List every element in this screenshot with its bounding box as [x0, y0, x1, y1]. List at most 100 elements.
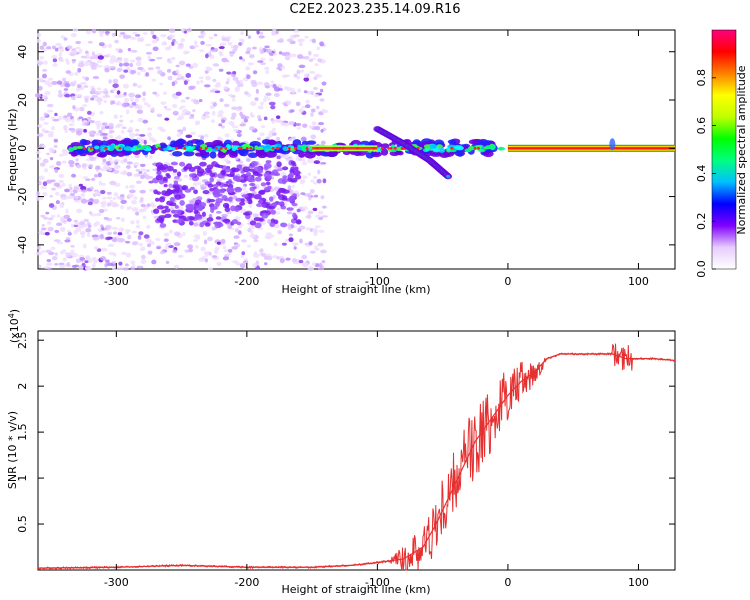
- heatmap-cell: [202, 231, 207, 237]
- heatmap-cell: [115, 47, 120, 52]
- snr-y-tick-label: 0.5: [16, 515, 29, 533]
- heatmap-cell: [290, 53, 297, 58]
- heatmap-cell: [62, 77, 67, 82]
- heatmap-cell: [125, 228, 131, 233]
- heatmap-cell: [207, 148, 213, 152]
- heatmap-cell: [37, 38, 41, 43]
- heatmap-cell: [39, 116, 46, 121]
- heatmap-cell: [498, 147, 503, 151]
- heatmap-cell: [219, 146, 223, 150]
- colorbar-label: Normalized spectral amplitude: [735, 65, 748, 234]
- heatmap-cell: [122, 83, 129, 89]
- heatmap-cell: [113, 58, 118, 63]
- heatmap-cell: [300, 192, 306, 195]
- heatmap-cell: [136, 265, 144, 269]
- heatmap-cell: [59, 153, 64, 157]
- heatmap-cell: [112, 197, 117, 200]
- heatmap-cell: [36, 191, 41, 197]
- heatmap-cell: [317, 169, 321, 175]
- heatmap-cell: [183, 146, 187, 150]
- heatmap-cell: [102, 136, 108, 140]
- heatmap-cell: [240, 115, 247, 120]
- heatmap-cell: [149, 188, 155, 192]
- heatmap-cell: [82, 146, 86, 150]
- heatmap-cell: [70, 223, 75, 228]
- heatmap-cell: [89, 156, 94, 160]
- heatmap-cell: [101, 126, 106, 131]
- heatmap-cell: [225, 81, 230, 85]
- heatmap-cell: [294, 166, 299, 171]
- heatmap-cell: [212, 78, 217, 82]
- heatmap-cell: [167, 60, 173, 64]
- heatmap-cell: [212, 140, 223, 145]
- heatmap-cell: [253, 166, 262, 171]
- heatmap-cell: [130, 59, 136, 63]
- heatmap-cell: [74, 199, 81, 203]
- heatmap-cell: [283, 86, 289, 90]
- heatmap-cell: [252, 70, 258, 75]
- heatmap-cell: [72, 28, 79, 32]
- heatmap-cell: [312, 262, 317, 266]
- heatmap-cell: [54, 47, 59, 52]
- heatmap-cell: [107, 43, 113, 49]
- heatmap-cell: [65, 252, 71, 258]
- heatmap-cell: [320, 195, 325, 200]
- heatmap-cell: [209, 172, 216, 178]
- heatmap-cell: [185, 50, 190, 54]
- heatmap-cell: [135, 180, 142, 184]
- heatmap-cell: [238, 160, 243, 164]
- heatmap-cell: [305, 99, 310, 104]
- heatmap-cell: [82, 166, 87, 170]
- heatmap-cell: [286, 207, 294, 211]
- heatmap-cell: [309, 189, 315, 194]
- heatmap-cell: [267, 174, 272, 180]
- heatmap-cell: [80, 55, 87, 59]
- heatmap-cell: [43, 168, 49, 173]
- heatmap-cell: [296, 69, 301, 75]
- heatmap-cell: [185, 96, 190, 100]
- heatmap-cell: [203, 84, 211, 88]
- heatmap-cell: [147, 67, 154, 71]
- heatmap-cell: [186, 204, 195, 211]
- heatmap-cell: [61, 183, 66, 187]
- heatmap-cell: [302, 175, 308, 179]
- heatmap-cell: [223, 249, 230, 253]
- heatmap-cell: [93, 54, 99, 60]
- heatmap-cell: [51, 256, 58, 261]
- colorbar-scale: [711, 29, 737, 270]
- heatmap-cell: [253, 217, 262, 222]
- heatmap-cell: [150, 204, 157, 208]
- heatmap-cell: [172, 95, 179, 100]
- heatmap-cell: [93, 174, 99, 178]
- snr-panel: -300 -200 -100 0 100 0.5 1 1.5 2 2.5 Height of st…: [6, 309, 676, 596]
- heatmap-cell: [236, 164, 243, 168]
- heatmap-cell: [389, 146, 393, 150]
- heatmap-cell: [55, 42, 62, 47]
- heatmap-cell: [106, 53, 111, 56]
- heatmap-cell: [75, 46, 81, 50]
- heatmap-cell: [63, 214, 71, 219]
- heatmap-cell: [241, 58, 246, 62]
- heatmap-cell: [295, 156, 300, 161]
- heatmap-cell: [153, 208, 160, 214]
- heatmap-cell: [91, 28, 97, 34]
- heatmap-cell: [298, 108, 304, 113]
- heatmap-cell: [126, 206, 131, 210]
- heatmap-cell: [78, 116, 84, 120]
- heatmap-cell: [71, 118, 75, 123]
- heatmap-cell: [299, 238, 303, 244]
- heatmap-cell: [289, 189, 294, 194]
- heatmap-cell: [264, 262, 268, 266]
- heatmap-cell: [70, 244, 75, 248]
- heatmap-cell: [316, 146, 319, 150]
- heatmap-cell: [234, 206, 240, 212]
- heatmap-cell: [213, 47, 219, 53]
- heatmap-cell: [55, 222, 63, 227]
- heatmap-cell: [100, 247, 108, 252]
- heatmap-cell: [239, 56, 243, 60]
- colorbar-tick-label: 0.4: [695, 165, 708, 183]
- heatmap-cell: [80, 193, 86, 198]
- heatmap-cell: [192, 62, 199, 68]
- heatmap-cell: [89, 134, 95, 137]
- heatmap-cell: [182, 108, 189, 114]
